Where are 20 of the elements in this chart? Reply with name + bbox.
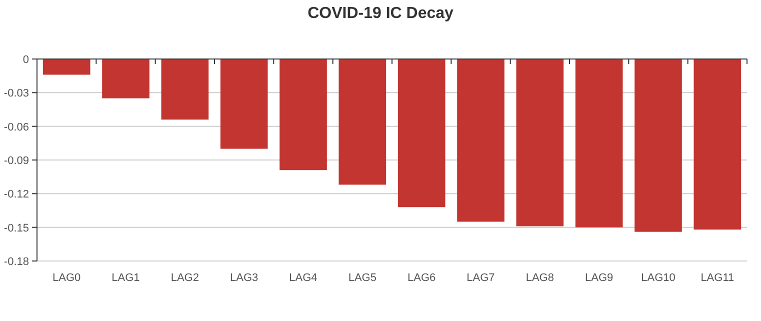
y-tick-label: -0.15 (4, 222, 29, 234)
y-tick-label: -0.09 (4, 155, 29, 167)
x-tick-label: LAG2 (170, 272, 199, 284)
x-tick-label: LAG0 (52, 272, 81, 284)
x-tick-label: LAG7 (466, 272, 495, 284)
x-tick-label: LAG4 (289, 272, 318, 284)
x-tick-label: LAG1 (112, 272, 140, 284)
x-tick-label: LAG6 (408, 272, 436, 284)
x-tick-label: LAG5 (348, 272, 376, 284)
y-tick-label: -0.06 (4, 121, 29, 134)
x-tick-label: LAG10 (641, 272, 676, 284)
x-tick-label: LAG9 (585, 272, 614, 284)
y-tick-label: 0 (22, 54, 29, 66)
x-tick-label: LAG11 (700, 272, 734, 284)
y-tick-label: -0.03 (4, 88, 29, 100)
chart-title: COVID-19 IC Decay (308, 5, 454, 22)
y-tick-label: -0.18 (4, 256, 29, 268)
y-tick-label: -0.12 (4, 188, 29, 201)
x-tick-label: LAG8 (526, 272, 554, 284)
x-tick-label: LAG3 (230, 272, 258, 284)
